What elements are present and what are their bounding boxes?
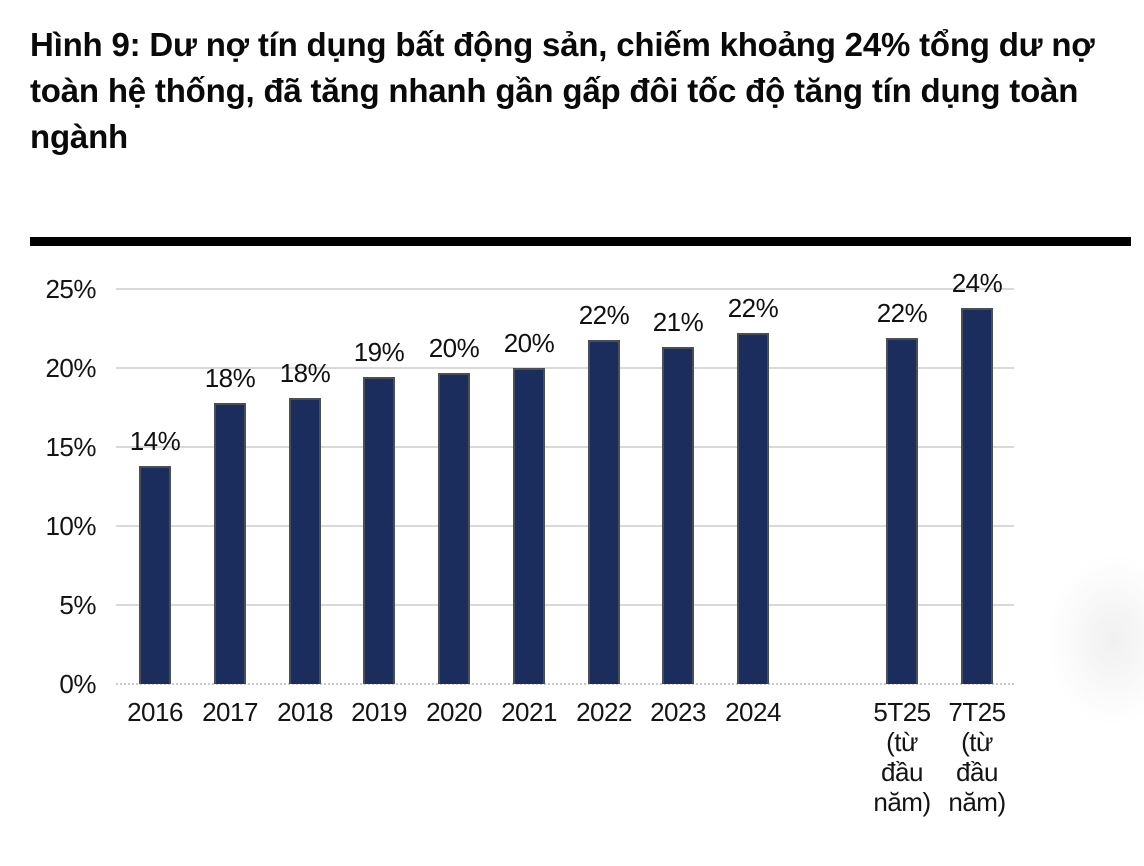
- y-tick-5: 5%: [59, 590, 96, 620]
- y-tick-20: 20%: [45, 353, 96, 383]
- gridline-15: [116, 446, 1014, 448]
- x-tick-2018: 2018: [277, 697, 333, 727]
- bar-value-label-2022: 22%: [578, 300, 630, 330]
- x-tick-2019: 2019: [351, 697, 407, 727]
- x-tick-2021: 2021: [501, 697, 557, 727]
- bar-2021: [513, 368, 545, 684]
- bar-value-label-2017: 18%: [204, 363, 256, 393]
- x-tick-7T25: 7T25 (từ đầu năm): [948, 697, 1006, 817]
- bar-value-label-2018: 18%: [279, 358, 331, 388]
- y-tick-10: 10%: [45, 511, 96, 541]
- x-tick-2024: 2024: [725, 697, 781, 727]
- y-tick-15: 15%: [45, 432, 96, 462]
- scan-artifact-shadow: [1048, 555, 1144, 725]
- bar-value-label-2020: 20%: [428, 333, 480, 363]
- bar-5T25: [886, 338, 918, 684]
- x-tick-5T25: 5T25 (từ đầu năm): [873, 697, 931, 817]
- y-tick-0: 0%: [59, 669, 96, 699]
- bar-2022: [588, 340, 620, 684]
- x-tick-2023: 2023: [650, 697, 706, 727]
- bar-value-label-2023: 21%: [652, 307, 704, 337]
- gridline-5: [116, 604, 1014, 606]
- bar-2024: [737, 333, 769, 684]
- bar-value-label-2019: 19%: [353, 337, 405, 367]
- bar-2017: [214, 403, 246, 684]
- bar-value-label-7T25: 24%: [951, 268, 1003, 298]
- x-tick-2016: 2016: [127, 697, 183, 727]
- gridline-0: [116, 683, 1014, 685]
- gridline-10: [116, 525, 1014, 527]
- gridline-20: [116, 367, 1014, 369]
- bar-value-label-2021: 20%: [503, 328, 555, 358]
- x-tick-2020: 2020: [426, 697, 482, 727]
- x-tick-2022: 2022: [576, 697, 632, 727]
- bar-2016: [139, 466, 171, 684]
- bar-value-label-2016: 14%: [129, 426, 181, 456]
- bar-2020: [438, 373, 470, 684]
- bar-7T25: [961, 308, 993, 684]
- bar-value-label-5T25: 22%: [876, 298, 928, 328]
- figure-title: Hình 9: Dư nợ tín dụng bất động sản, chi…: [30, 26, 1095, 156]
- y-tick-25: 25%: [45, 274, 96, 304]
- bar-2018: [289, 398, 321, 684]
- bar-2019: [363, 377, 395, 684]
- bar-value-label-2024: 22%: [727, 293, 779, 323]
- title-divider-rule: [30, 237, 1131, 246]
- x-tick-2017: 2017: [202, 697, 258, 727]
- gridline-25: [116, 288, 1014, 290]
- bar-2023: [662, 347, 694, 684]
